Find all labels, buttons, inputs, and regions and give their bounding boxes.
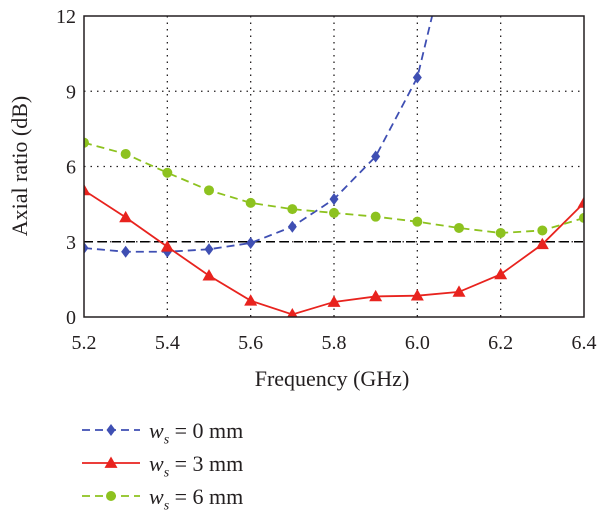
series-line-0 [84, 0, 438, 252]
series-2-point-10 [496, 228, 506, 238]
series-1-point-9 [453, 285, 466, 296]
series-2-point-3 [204, 185, 214, 195]
legend-value-2: = 6 mm [169, 484, 243, 509]
series-2-point-5 [287, 204, 297, 214]
series-2-point-11 [537, 225, 547, 235]
legend-sample-2 [76, 481, 146, 511]
axial-ratio-chart: 5.2 5.4 5.6 5.8 6.0 6.2 6.4 0 3 6 9 12 Frequency (G… [0, 0, 600, 400]
legend-value-0: = 0 mm [169, 418, 243, 443]
x-tick-label-4: 6.0 [405, 332, 430, 354]
series-2-point-7 [371, 212, 381, 222]
x-tick-label-6: 6.4 [572, 332, 597, 354]
legend-var-0: w [149, 418, 164, 443]
legend-marker-0 [107, 424, 116, 436]
legend-entry-2: ws = 6 mm [76, 481, 396, 514]
series-1-point-10 [494, 268, 507, 279]
series-1-point-4 [244, 294, 257, 305]
legend-entry-0: ws = 0 mm [76, 415, 396, 448]
series-0-point-1 [121, 246, 130, 258]
series-1-point-3 [203, 269, 216, 280]
y-tick-label-1: 3 [66, 232, 76, 254]
y-tick-label-0: 0 [66, 307, 76, 329]
tick-labels: 5.2 5.4 5.6 5.8 6.0 6.2 6.4 0 3 6 9 12 [56, 6, 597, 354]
x-tick-label-3: 5.8 [322, 332, 347, 354]
legend: ws = 0 mm ws = 3 mm ws = 6 mm [76, 415, 396, 515]
legend-label-2: ws = 6 mm [149, 484, 243, 514]
x-axis-title: Frequency (GHz) [255, 366, 410, 391]
legend-label-0: ws = 0 mm [149, 418, 243, 448]
y-tick-label-3: 9 [66, 81, 76, 103]
series-2-point-2 [162, 168, 172, 178]
x-tick-label-1: 5.4 [155, 332, 180, 354]
series-2-point-4 [246, 198, 256, 208]
x-tick-label-2: 5.6 [238, 332, 263, 354]
legend-var-1: w [149, 451, 164, 476]
series-2-point-9 [454, 223, 464, 233]
legend-marker-2 [106, 491, 116, 501]
series-0-point-4 [246, 237, 255, 249]
y-axis-title: Axial ratio (dB) [7, 96, 32, 237]
series-2-point-6 [329, 208, 339, 218]
legend-entry-1: ws = 3 mm [76, 448, 396, 481]
grid [84, 16, 584, 317]
series-0-point-5 [288, 221, 297, 233]
series-1-point-1 [119, 211, 132, 222]
legend-sample-0 [76, 415, 146, 445]
series-0-point-3 [205, 243, 214, 255]
x-tick-label-5: 6.2 [488, 332, 513, 354]
x-tick-label-0: 5.2 [72, 332, 97, 354]
series-2-point-1 [121, 149, 131, 159]
y-tick-label-2: 6 [66, 157, 76, 179]
series-line-2 [84, 143, 584, 233]
legend-var-2: w [149, 484, 164, 509]
legend-sample-1 [76, 448, 146, 478]
y-tick-label-4: 12 [56, 6, 76, 28]
series-2-point-8 [412, 217, 422, 227]
legend-value-1: = 3 mm [169, 451, 243, 476]
legend-label-1: ws = 3 mm [149, 451, 243, 481]
